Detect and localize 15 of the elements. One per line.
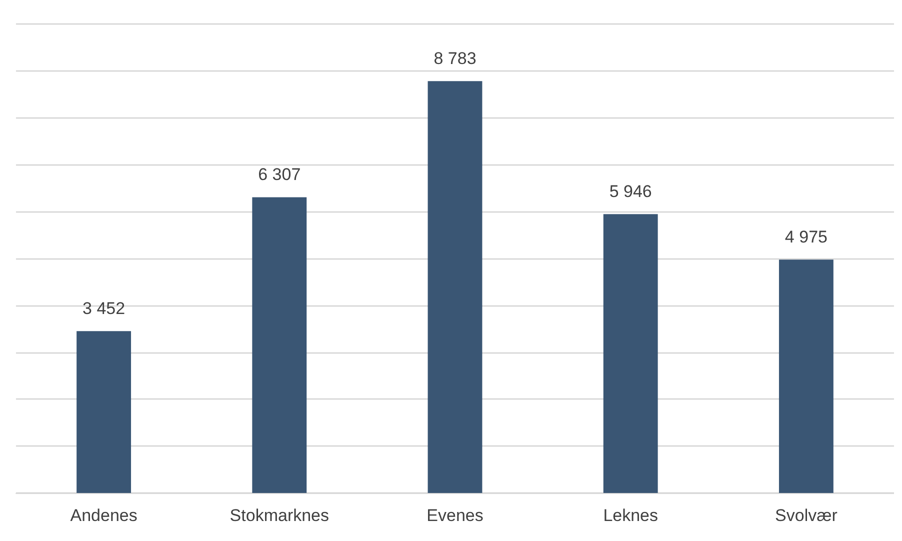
bar: [603, 214, 658, 493]
data-label: 5 946: [609, 182, 652, 202]
data-label: 3 452: [82, 299, 126, 318]
x-tick-label: Evenes: [426, 506, 484, 525]
bar: [252, 197, 307, 493]
bar: [76, 331, 132, 493]
data-label: 8 783: [434, 49, 476, 68]
x-tick-label: Andenes: [70, 506, 138, 525]
x-tick-label: Leknes: [603, 506, 658, 525]
bar: [428, 81, 482, 493]
bar: [778, 260, 834, 493]
x-tick-label: Stokmarknes: [230, 506, 329, 525]
data-label: 4 975: [784, 228, 828, 247]
data-label: 6 307: [258, 165, 301, 184]
x-tick-label: Svolvær: [775, 506, 838, 525]
